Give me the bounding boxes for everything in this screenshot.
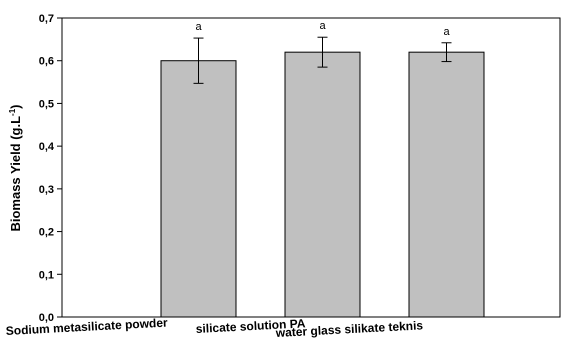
y-axis-label-superscript: -1	[8, 108, 17, 116]
x-tick-label: Sodium metasilicate powder	[5, 316, 168, 338]
y-tick-label: 0,4	[39, 141, 55, 153]
bar	[284, 51, 361, 318]
y-axis: 0,0 0,1 0,2 0,3 0,4 0,5 0,6 0,7	[39, 13, 62, 324]
y-tick-label: 0,6	[39, 56, 54, 68]
significance-label: a	[319, 20, 326, 32]
y-tick-label: 0,0	[39, 312, 54, 324]
y-tick-label: 0,2	[39, 227, 54, 239]
significance-label: a	[443, 26, 450, 38]
y-axis-label: Biomass Yield (g.L-1)	[8, 104, 23, 231]
y-tick-label: 0,1	[39, 269, 54, 281]
y-tick-label: 0,3	[39, 184, 54, 196]
bar	[160, 60, 237, 318]
y-tick-label: 0,5	[39, 98, 54, 110]
x-tick-label: silicate solution PA	[195, 316, 306, 336]
bar	[408, 51, 485, 318]
y-axis-label-main: Biomass Yield (g.L	[8, 116, 23, 232]
y-axis-label-suffix: )	[8, 104, 23, 108]
y-tick-label: 0,7	[39, 13, 54, 25]
x-axis: Sodium metasilicate powder silicate solut…	[5, 316, 423, 341]
significance-label: a	[195, 21, 202, 33]
